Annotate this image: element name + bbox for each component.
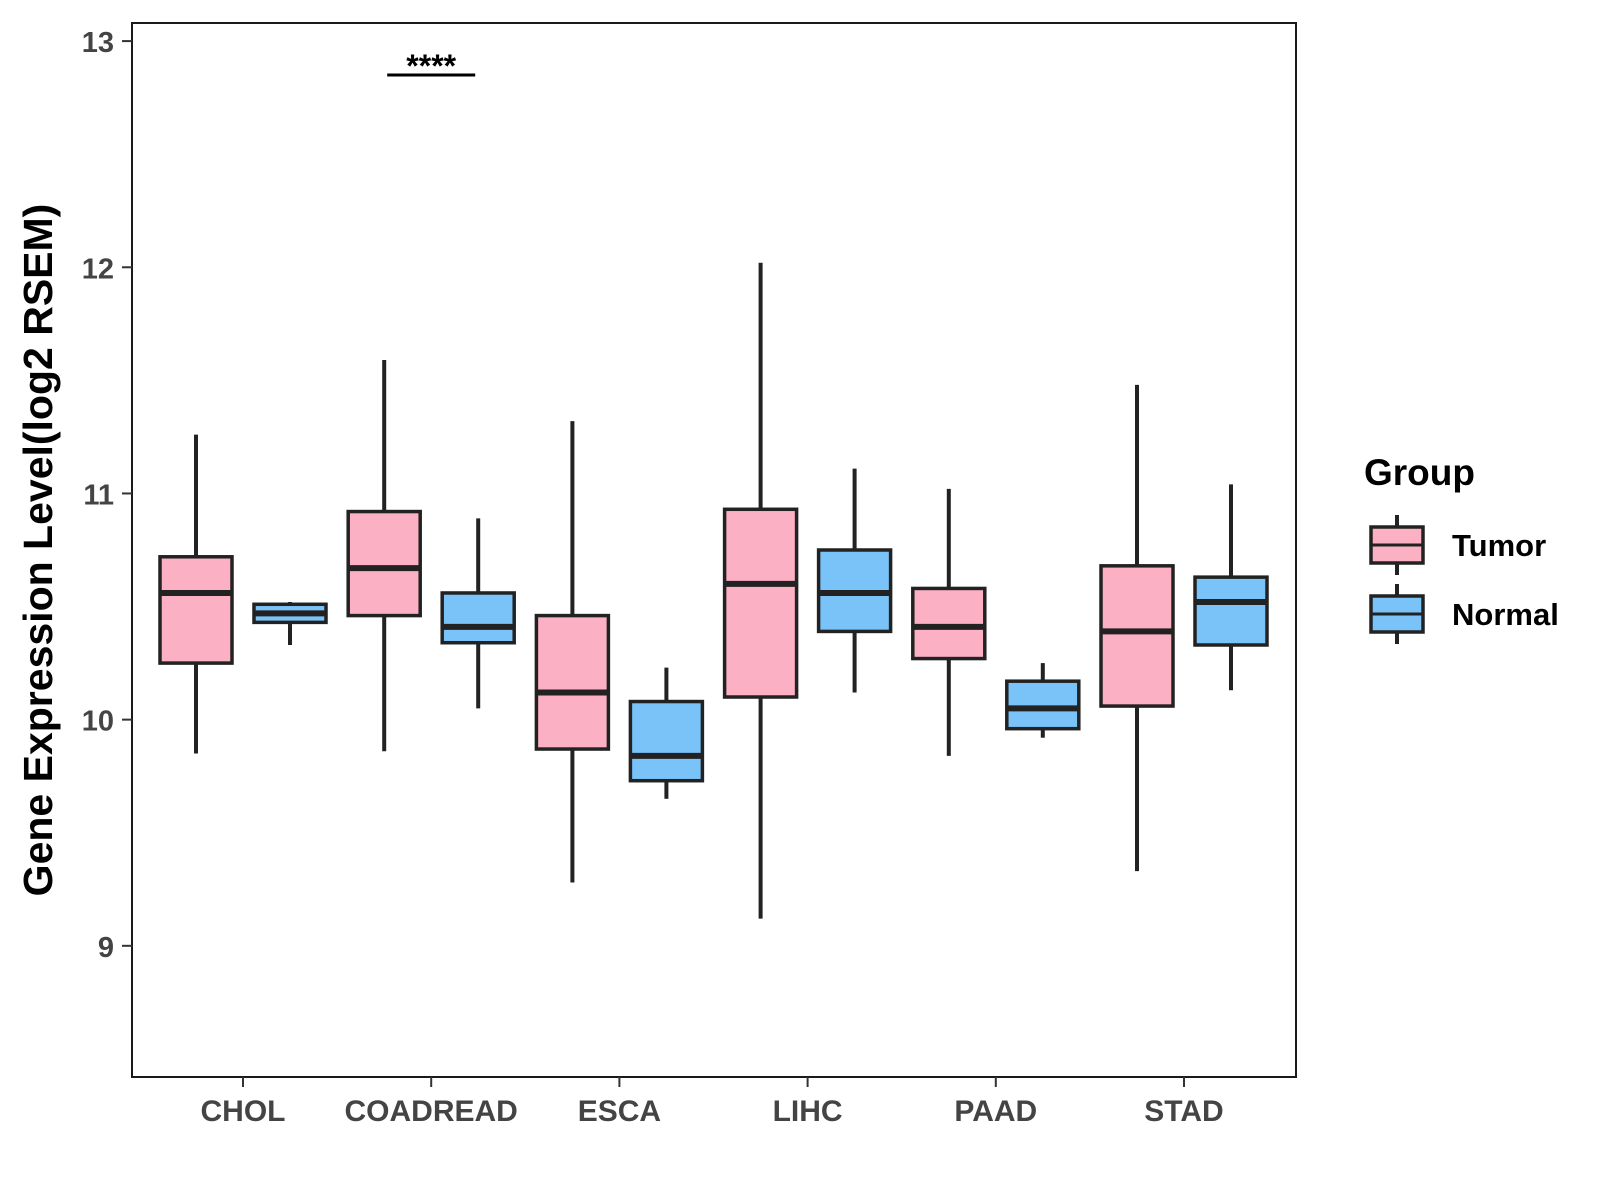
y-tick-label: 9 — [98, 932, 114, 964]
box-normal-coadread — [440, 518, 516, 709]
x-tick-label: ESCA — [578, 1095, 661, 1128]
box-normal-chol — [252, 602, 328, 645]
box-body — [1005, 679, 1081, 731]
x-tick-label: COADREAD — [345, 1095, 518, 1128]
plot-panel — [131, 22, 1297, 1078]
box-tumor-stad — [1099, 384, 1175, 872]
x-tick-label: LIHC — [773, 1095, 843, 1128]
y-axis: 9 10 11 12 13 — [82, 27, 132, 964]
box-normal-esca — [628, 667, 705, 799]
box-body — [722, 507, 799, 699]
legend-item-tumor: Tumor — [1369, 515, 1546, 575]
significance-label: **** — [406, 48, 456, 84]
box-body — [346, 509, 422, 618]
box-body — [534, 613, 611, 751]
y-tick-label: 10 — [82, 706, 114, 738]
significance-annotations: **** — [387, 48, 476, 84]
box-tumor-lihc — [722, 262, 799, 919]
box-body — [158, 555, 234, 665]
y-axis-title: Gene Expression Level(log2 RSEM) — [15, 204, 61, 897]
legend-label: Normal — [1452, 597, 1559, 632]
box-body — [1193, 575, 1269, 647]
box-tumor-chol — [158, 434, 234, 754]
y-tick-label: 12 — [82, 253, 114, 285]
box-body — [1099, 564, 1175, 708]
x-tick-label: STAD — [1144, 1095, 1223, 1128]
box-body — [440, 591, 516, 645]
legend: Group Tumor Normal — [1364, 452, 1559, 644]
box-body — [628, 699, 705, 783]
box-normal-stad — [1193, 484, 1269, 691]
legend-title: Group — [1364, 452, 1475, 493]
y-tick-label: 11 — [83, 479, 114, 511]
y-tick-label: 13 — [82, 27, 114, 59]
box-normal-lihc — [816, 468, 893, 693]
legend-label: Tumor — [1452, 528, 1546, 563]
box-normal-paad — [1005, 663, 1081, 738]
box-tumor-paad — [911, 488, 987, 756]
x-axis: CHOL COADREAD ESCA LIHC PAAD STAD — [201, 1077, 1224, 1128]
legend-item-normal: Normal — [1369, 584, 1559, 644]
box-series — [158, 262, 1269, 919]
box-body — [911, 586, 987, 661]
x-tick-label: PAAD — [954, 1095, 1037, 1128]
box-tumor-coadread — [346, 360, 422, 752]
box-tumor-esca — [534, 421, 611, 883]
x-tick-label: CHOL — [201, 1095, 286, 1128]
